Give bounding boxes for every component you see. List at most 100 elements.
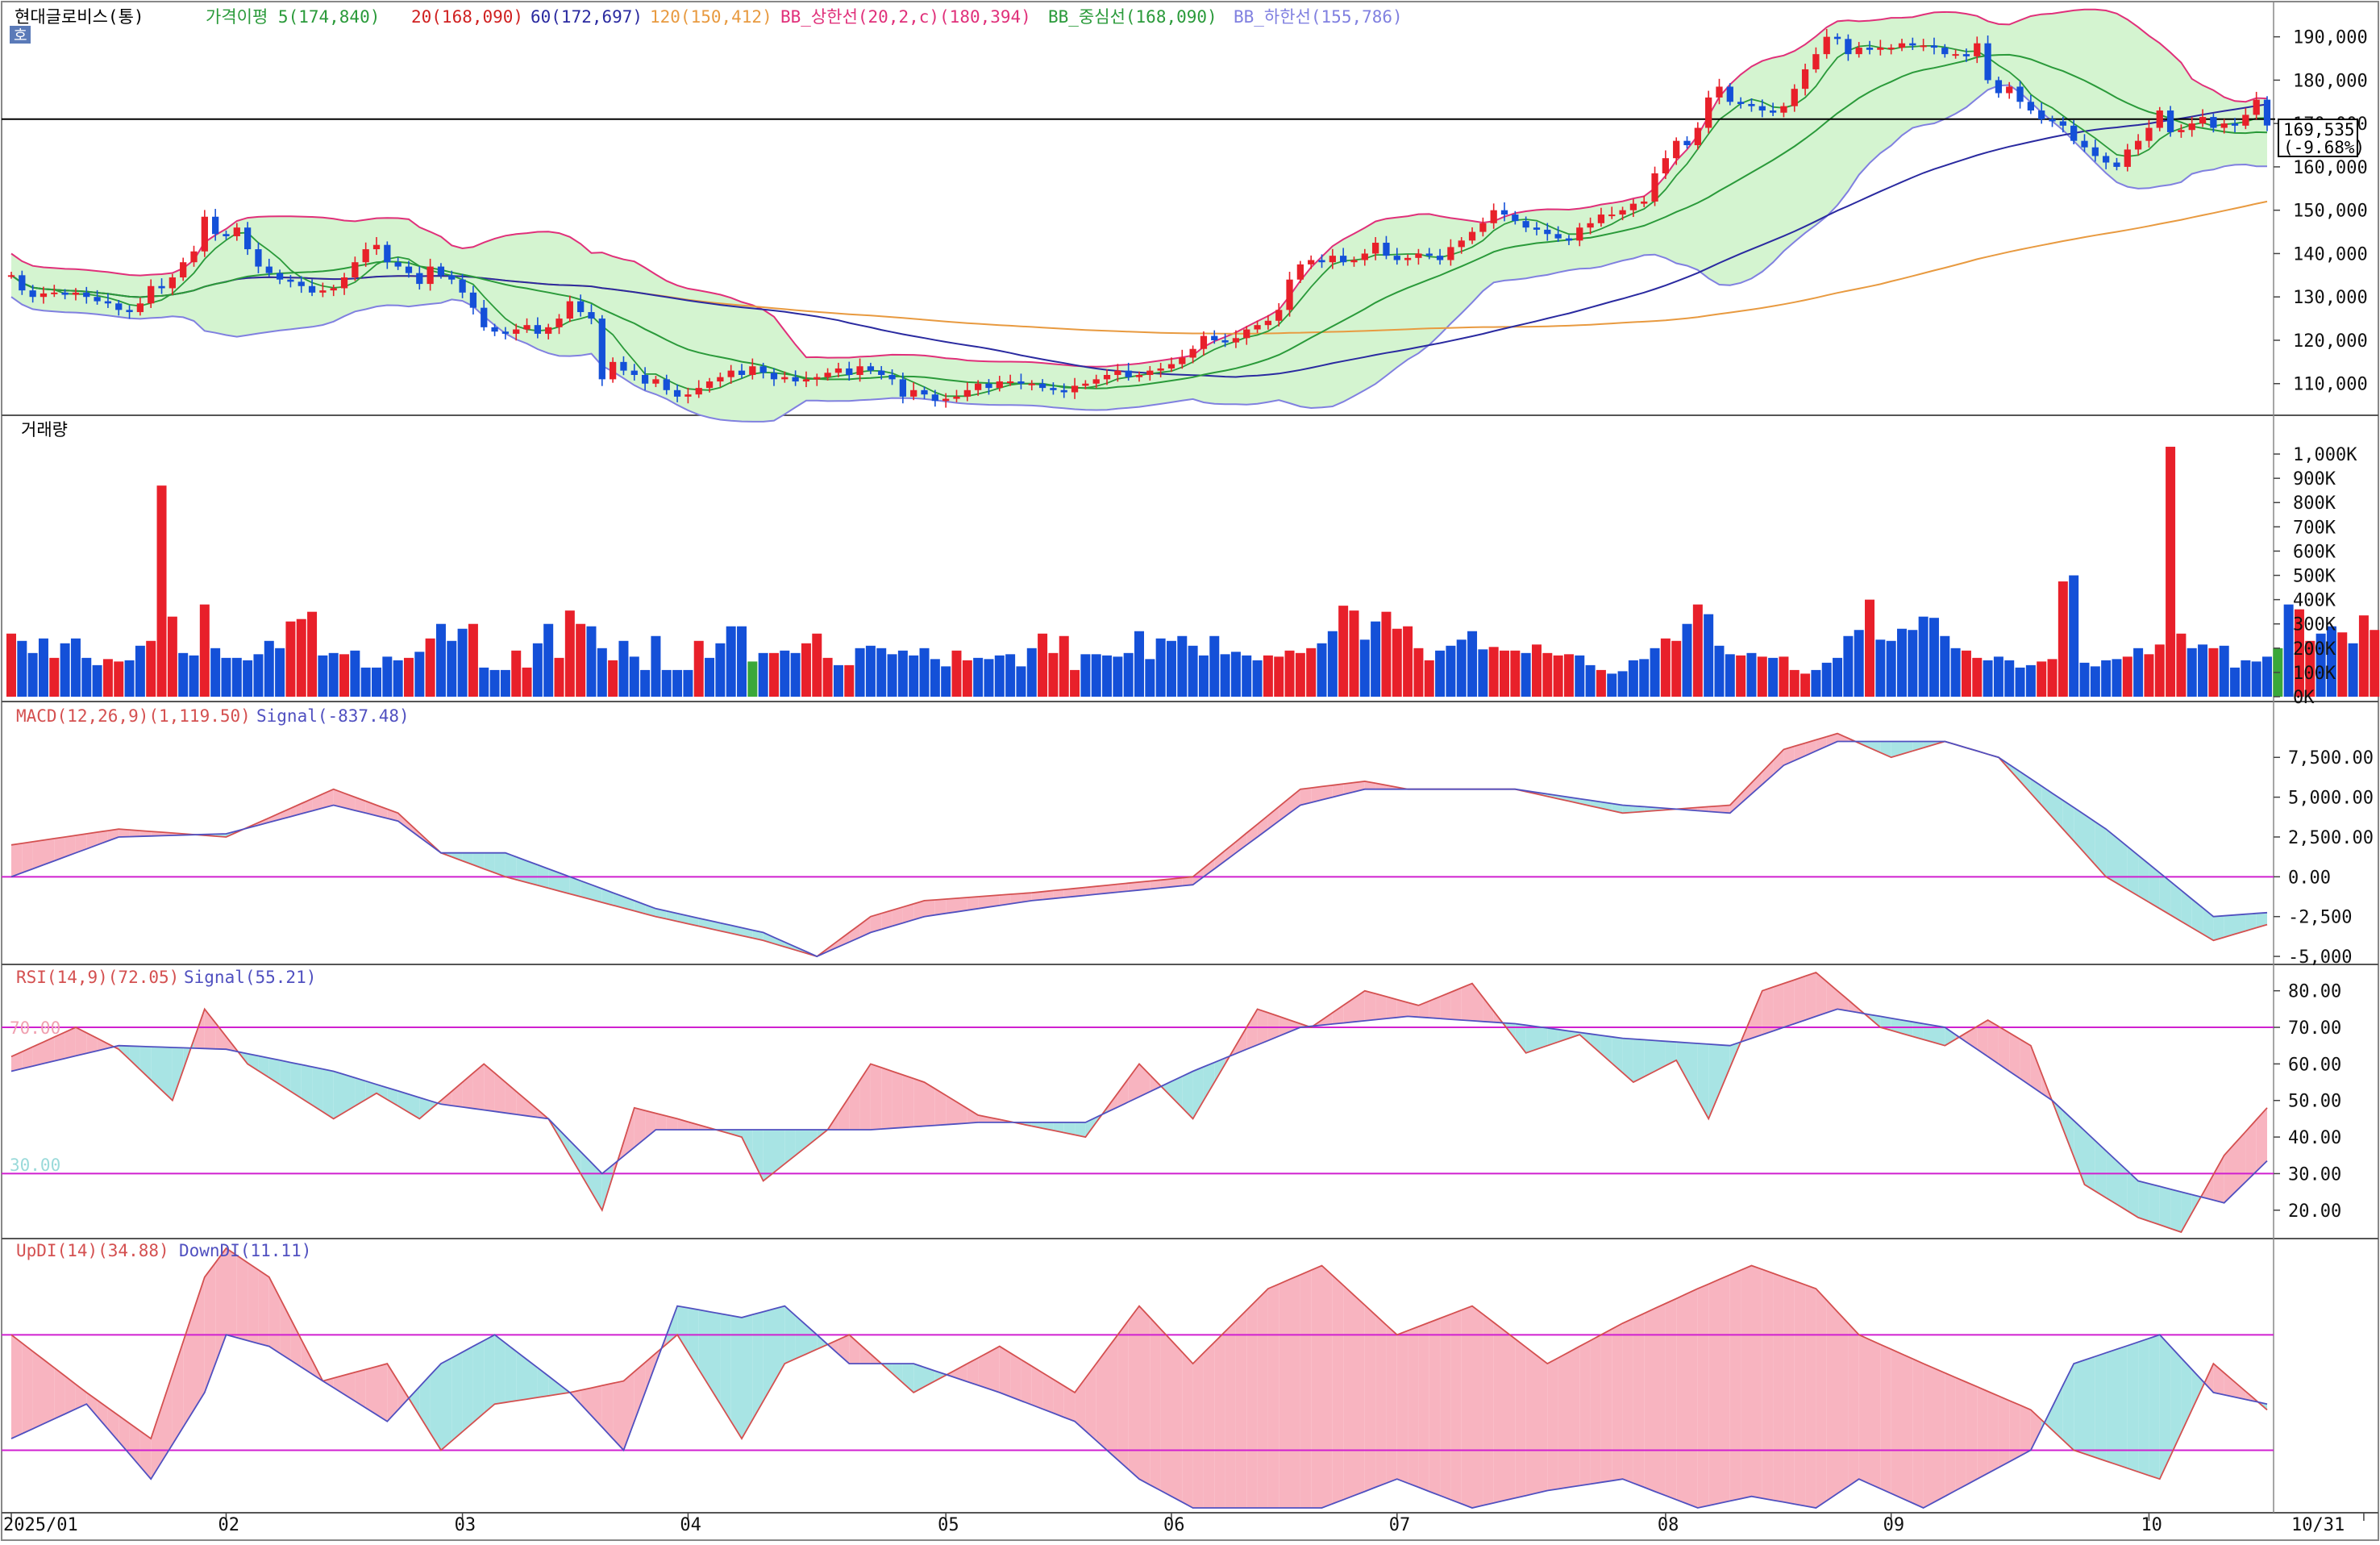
candle[interactable] <box>1952 49 1959 59</box>
rsi-panel[interactable] <box>2 971 2274 1234</box>
volume-bar[interactable] <box>1295 652 1305 697</box>
volume-bar[interactable] <box>2283 604 2294 697</box>
candle[interactable] <box>2210 113 2217 133</box>
candle[interactable] <box>501 327 510 339</box>
candle[interactable] <box>1071 377 1079 399</box>
candle[interactable] <box>1308 255 1315 269</box>
volume-bar[interactable] <box>833 664 843 697</box>
volume-bar[interactable] <box>2370 630 2380 697</box>
volume-bar[interactable] <box>2122 656 2132 697</box>
volume-bar[interactable] <box>2305 640 2316 697</box>
candle[interactable] <box>695 380 702 398</box>
candle[interactable] <box>2253 91 2260 120</box>
volume-bar[interactable] <box>2090 666 2100 697</box>
candle[interactable] <box>1995 77 2003 98</box>
candle[interactable] <box>1866 40 1874 55</box>
candle[interactable] <box>1941 44 1949 58</box>
volume-bar[interactable] <box>1639 659 1650 697</box>
candle[interactable] <box>1587 217 1594 235</box>
volume-bar[interactable] <box>919 648 930 697</box>
candle[interactable] <box>1167 357 1175 373</box>
volume-bar[interactable] <box>629 656 639 697</box>
volume-bar[interactable] <box>1542 652 1553 697</box>
candle[interactable] <box>523 318 531 333</box>
candle[interactable] <box>953 389 960 402</box>
volume-bar[interactable] <box>1392 628 1402 697</box>
candle[interactable] <box>641 367 649 391</box>
macd-panel[interactable] <box>2 732 2274 958</box>
candle[interactable] <box>61 289 69 300</box>
volume-bar[interactable] <box>1510 650 1521 697</box>
candle[interactable] <box>169 273 176 295</box>
candle[interactable] <box>1512 210 1519 225</box>
volume-bar[interactable] <box>70 638 81 697</box>
volume-bar[interactable] <box>318 655 328 697</box>
candle[interactable] <box>394 257 402 270</box>
volume-bar[interactable] <box>693 640 704 697</box>
candle[interactable] <box>1157 362 1164 377</box>
volume-bar[interactable] <box>447 640 457 697</box>
candle[interactable] <box>287 275 294 288</box>
volume-bar[interactable] <box>2144 654 2154 697</box>
candle[interactable] <box>437 263 445 279</box>
candle[interactable] <box>2231 118 2239 133</box>
volume-bar[interactable] <box>576 623 586 697</box>
candle[interactable] <box>792 370 799 386</box>
candle[interactable] <box>1705 90 1712 134</box>
volume-bar[interactable] <box>156 485 167 697</box>
volume-bar[interactable] <box>468 623 478 697</box>
candle[interactable] <box>352 256 359 281</box>
candle[interactable] <box>2113 157 2120 171</box>
volume-bar[interactable] <box>210 648 221 697</box>
volume-bar[interactable] <box>2079 662 2090 697</box>
volume-bar[interactable] <box>1692 604 1703 697</box>
candle[interactable] <box>1092 374 1100 389</box>
volume-bar[interactable] <box>2176 633 2187 697</box>
candle[interactable] <box>1877 40 1884 56</box>
volume-bar[interactable] <box>790 652 801 697</box>
volume-bar[interactable] <box>414 652 425 697</box>
volume-bar[interactable] <box>844 664 855 697</box>
volume-bar[interactable] <box>715 643 726 697</box>
candle[interactable] <box>223 230 230 240</box>
volume-bar[interactable] <box>457 628 468 697</box>
candle[interactable] <box>878 365 885 380</box>
volume-bar[interactable] <box>1896 628 1907 697</box>
volume-bar[interactable] <box>726 626 736 697</box>
candle[interactable] <box>1554 226 1562 242</box>
volume-bar[interactable] <box>489 669 500 697</box>
volume-bar[interactable] <box>1274 656 1284 697</box>
candle[interactable] <box>1361 248 1368 266</box>
volume-bar[interactable] <box>350 650 360 697</box>
volume-bar[interactable] <box>2230 667 2241 697</box>
volume-bar[interactable] <box>124 660 135 697</box>
candle[interactable] <box>308 279 316 297</box>
volume-bar[interactable] <box>1048 652 1059 697</box>
candle[interactable] <box>2070 119 2078 144</box>
candle[interactable] <box>931 389 938 407</box>
candle[interactable] <box>2263 96 2271 131</box>
volume-bar[interactable] <box>1317 643 1327 697</box>
volume-bar[interactable] <box>1220 654 1230 697</box>
candle[interactable] <box>1221 333 1229 348</box>
candle[interactable] <box>566 295 573 323</box>
candle[interactable] <box>824 368 831 381</box>
candle[interactable] <box>362 242 369 267</box>
candle[interactable] <box>136 298 144 316</box>
volume-bar[interactable] <box>672 669 683 697</box>
candle[interactable] <box>1887 44 1895 55</box>
volume-bar[interactable] <box>382 656 393 697</box>
candle[interactable] <box>72 288 80 301</box>
volume-bar[interactable] <box>747 661 758 697</box>
volume-bar[interactable] <box>114 661 124 697</box>
candle[interactable] <box>2059 116 2066 133</box>
candle[interactable] <box>1135 371 1143 382</box>
candle[interactable] <box>663 374 670 395</box>
volume-bar[interactable] <box>27 652 38 697</box>
volume-bar[interactable] <box>2326 626 2336 697</box>
candle[interactable] <box>1468 227 1476 244</box>
candle[interactable] <box>1544 223 1551 241</box>
candle[interactable] <box>1737 97 1745 109</box>
candle[interactable] <box>1286 272 1293 317</box>
